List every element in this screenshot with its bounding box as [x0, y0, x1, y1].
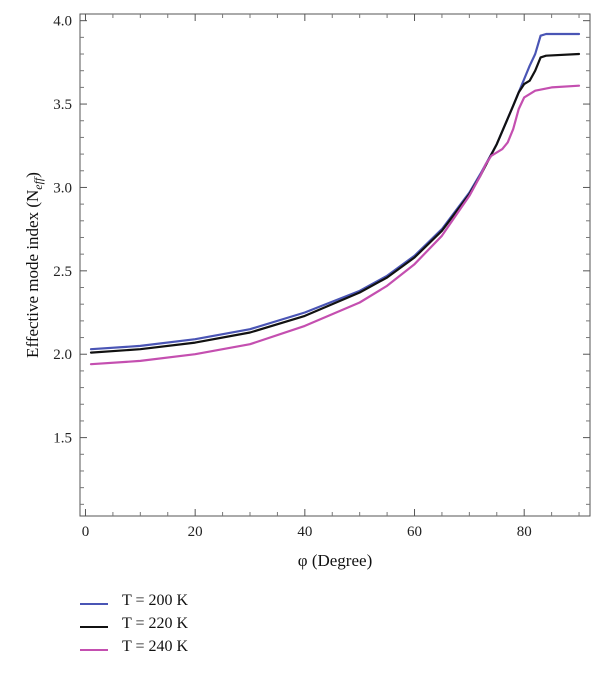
series-line-1	[89, 52, 581, 354]
y-tick-label: 3.0	[53, 180, 72, 196]
y-axis-title: Effective mode index (Neff)	[23, 172, 45, 358]
x-tick-label: 60	[407, 524, 422, 540]
x-tick-label: 0	[82, 524, 90, 540]
y-axis-title-main: Effective mode index (N	[23, 190, 42, 358]
series-line-2	[89, 84, 581, 366]
legend-label: T = 200 K	[122, 592, 189, 609]
legend-label: T = 240 K	[122, 638, 189, 655]
y-tick-label: 1.5	[53, 431, 72, 447]
x-tick-label: 20	[188, 524, 203, 540]
x-axis-ticks: 0 20 40 60 80	[82, 14, 580, 540]
chart: 0 20 40 60 80 1.52.02.53.03.54.0 φ (Degree) …	[23, 13, 591, 570]
legend-swatch	[80, 649, 108, 651]
series-lines	[89, 32, 581, 366]
plot-frame	[79, 13, 591, 517]
x-tick-label: 40	[297, 524, 312, 540]
y-tick-label: 2.0	[53, 347, 72, 363]
y-tick-label: 4.0	[53, 14, 72, 30]
x-axis-title: φ (Degree)	[298, 551, 372, 570]
x-tick-label: 80	[517, 524, 532, 540]
y-axis-title-close: )	[23, 172, 42, 178]
legend-swatch	[80, 626, 108, 628]
y-axis-ticks: 1.5 2.0 2.5 3.0 3.5 4.0	[53, 14, 590, 505]
y-axis-title-subscript: eff	[31, 176, 45, 190]
legend-swatch	[80, 603, 108, 605]
legend-label: T = 220 K	[122, 615, 189, 632]
y-tick-label: 3.5	[53, 97, 72, 113]
y-tick-label: 2.5	[53, 264, 72, 280]
